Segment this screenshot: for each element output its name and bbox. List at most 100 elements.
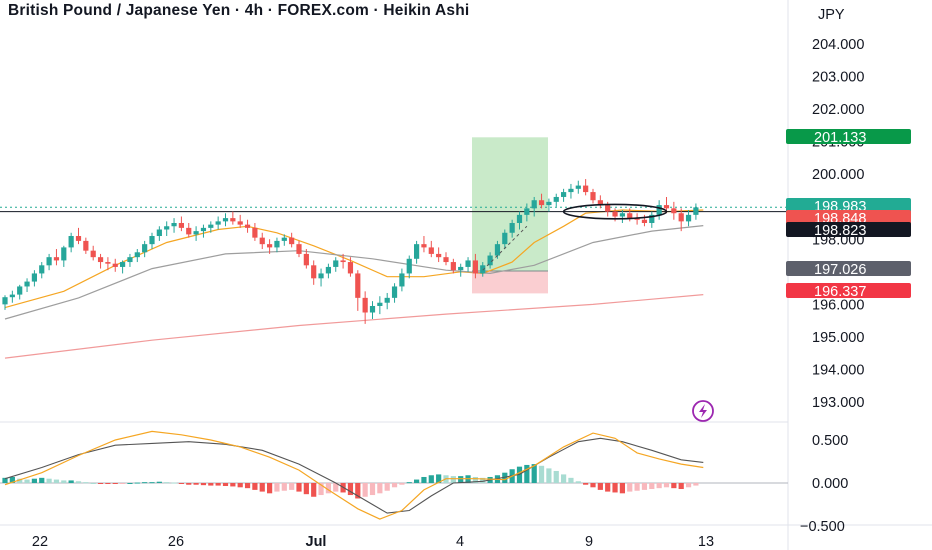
- candle-body: [17, 286, 23, 295]
- macd-histogram-bar: [450, 476, 456, 483]
- candle-body: [597, 200, 603, 206]
- macd-histogram-bar: [178, 483, 184, 484]
- candle-body: [502, 232, 508, 245]
- candle-body: [156, 229, 162, 237]
- macd-histogram-bar: [274, 483, 280, 492]
- candle-body: [399, 273, 405, 287]
- macd-histogram-bar: [627, 483, 633, 492]
- macd-histogram-bar: [281, 483, 287, 491]
- candle-body: [612, 211, 618, 217]
- macd-histogram-bar: [524, 464, 530, 483]
- macd-histogram-bar: [215, 483, 221, 486]
- price-tick-label: 195.000: [812, 330, 864, 346]
- macd-histogram-bar: [436, 474, 442, 483]
- candle-body: [487, 255, 493, 266]
- candle-body: [693, 207, 699, 215]
- macd-histogram-bar: [134, 482, 140, 484]
- macd-histogram-bar: [156, 481, 162, 483]
- macd-histogram-bar: [597, 483, 603, 490]
- stop-zone[interactable]: [472, 270, 548, 294]
- candle-body: [671, 208, 677, 214]
- candle-body: [663, 205, 670, 209]
- price-badge[interactable]: [786, 129, 911, 144]
- macd-histogram-bar: [267, 483, 273, 494]
- macd-histogram-bar: [561, 474, 567, 483]
- macd-histogram-bar: [230, 483, 236, 487]
- candle-body: [458, 266, 464, 271]
- candle-body: [472, 260, 478, 274]
- time-tick-label: 9: [585, 534, 593, 550]
- macd-histogram-bar: [208, 483, 214, 486]
- signal-line: [4, 430, 704, 520]
- price-badge-label: 198.823: [814, 223, 866, 239]
- macd-histogram-bar: [634, 483, 640, 491]
- candle-body: [2, 297, 8, 305]
- macd-histogram-bar: [575, 481, 581, 483]
- candle-body: [83, 240, 89, 251]
- price-badge[interactable]: [786, 283, 911, 298]
- macd-histogram-bar: [127, 483, 133, 484]
- macd-histogram-bar: [605, 483, 611, 492]
- moving-averages: [4, 209, 704, 359]
- macd-histogram-bar: [252, 483, 258, 490]
- candle-body: [318, 273, 324, 279]
- candle-body: [208, 224, 214, 228]
- candle-body: [561, 192, 567, 197]
- candle-body: [377, 302, 383, 306]
- drawing-annotations[interactable]: [482, 203, 714, 422]
- macd-histogram-bar: [553, 470, 559, 483]
- candle-body: [274, 240, 280, 248]
- candle-body: [436, 253, 442, 258]
- candle-body: [443, 257, 449, 263]
- time-tick-label: Jul: [306, 534, 327, 550]
- macd-histogram-bar: [39, 477, 45, 483]
- macd-histogram-bar: [9, 476, 15, 483]
- price-axis[interactable]: JPY204.000203.000202.000201.000200.00019…: [786, 7, 911, 535]
- macd-histogram-bar: [325, 483, 331, 494]
- time-axis[interactable]: 22 26 Jul 4 9 13: [32, 534, 714, 550]
- time-tick-label: 13: [698, 534, 714, 550]
- macd-histogram-bar: [362, 483, 368, 497]
- macd-histogram-bar: [237, 483, 243, 488]
- macd-histogram-bar: [619, 483, 625, 494]
- candle-body: [303, 253, 309, 266]
- candle-body: [142, 244, 148, 253]
- macd-histogram-bar: [149, 482, 155, 484]
- price-badge-label: 196.337: [814, 284, 866, 300]
- price-badge-label: 197.026: [814, 262, 866, 278]
- macd-line: [4, 437, 704, 514]
- macd-histogram-bar: [391, 483, 398, 488]
- dashed-trend-line[interactable]: [482, 225, 528, 271]
- price-badge[interactable]: [786, 198, 911, 213]
- time-tick-label: 26: [168, 534, 184, 550]
- macd-histogram-bar: [355, 483, 361, 499]
- price-tick-label: 204.000: [812, 37, 864, 53]
- candle-body: [362, 297, 368, 313]
- candle-body: [583, 185, 589, 193]
- candle-body: [685, 214, 692, 222]
- price-tick-label: 200.000: [812, 167, 864, 183]
- candle-body: [494, 244, 501, 256]
- candle-body: [164, 226, 170, 230]
- price-badge[interactable]: [786, 222, 911, 237]
- candle-body: [222, 218, 229, 222]
- macd-histogram-bar: [120, 483, 126, 484]
- candle-body: [193, 231, 199, 235]
- candle-body: [605, 205, 611, 212]
- ellipse-drawing[interactable]: [562, 203, 668, 220]
- price-badge[interactable]: [786, 210, 911, 225]
- lightning-icon[interactable]: [692, 400, 714, 422]
- candle-body: [120, 262, 126, 267]
- candle-body: [568, 188, 574, 193]
- currency-label[interactable]: JPY: [818, 7, 845, 23]
- macd-histogram-bar: [244, 483, 251, 489]
- macd-histogram-bar: [428, 475, 434, 483]
- candle-body: [97, 257, 104, 263]
- macd-histogram-bar: [259, 483, 265, 492]
- candle-body: [127, 257, 133, 263]
- candle-body: [538, 200, 545, 206]
- candle-body: [340, 260, 346, 263]
- macd-histogram-bar: [200, 483, 207, 486]
- price-badge[interactable]: [786, 261, 911, 276]
